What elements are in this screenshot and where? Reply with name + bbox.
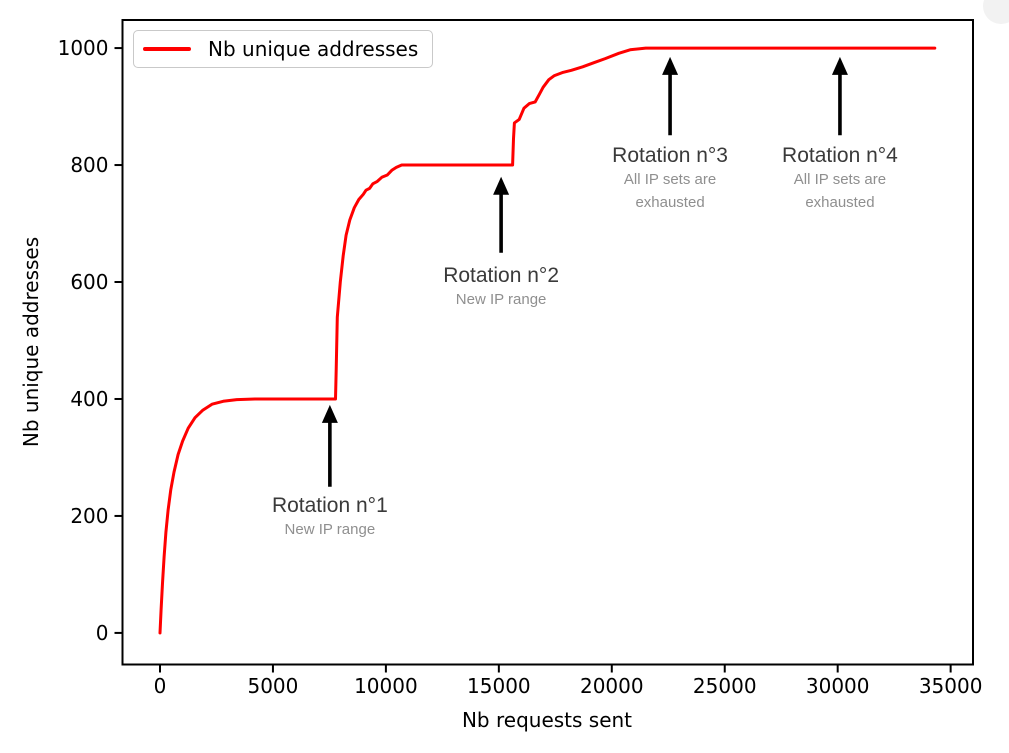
x-tick-label: 15000 [467, 674, 531, 698]
x-tick-label: 5000 [247, 674, 298, 698]
legend: Nb unique addresses [133, 30, 434, 68]
x-tick-label: 30000 [806, 674, 870, 698]
x-tick-label: 0 [154, 674, 167, 698]
annotation: Rotation n°4 All IP sets are exhausted [782, 143, 898, 214]
axis-ticks: 0 5000 10000 15000 20000 25000 30000 35000 0 200 4… [58, 36, 983, 698]
annotation-label: Rotation n°2 [443, 264, 559, 288]
plot-frame [121, 19, 974, 666]
y-tick-label: 1000 [58, 36, 109, 60]
y-tick-label: 400 [70, 387, 108, 411]
annotation-arrow-head [662, 56, 679, 75]
annotation-sublabel-line: New IP range [284, 520, 376, 538]
annotation-sublabel-line: New IP range [455, 291, 547, 309]
x-tick-label: 25000 [693, 674, 757, 698]
annotation-label: Rotation n°1 [271, 493, 388, 517]
annotation-label: Rotation n°3 [612, 144, 728, 168]
y-tick-label: 600 [70, 270, 108, 294]
annotation-sublabel-line: All IP sets are [793, 171, 887, 189]
annotation: Rotation n°1 New IP range [272, 493, 388, 541]
y-tick-label: 200 [70, 504, 108, 528]
x-tick-label: 20000 [580, 674, 644, 698]
y-axis-title: Nb unique addresses [19, 237, 43, 447]
series-line [158, 46, 937, 635]
data-series [158, 46, 937, 635]
x-tick-label: 35000 [919, 674, 983, 698]
annotation: Rotation n°2 New IP range [443, 263, 559, 311]
annotation-sublabel-line: exhausted [805, 194, 875, 212]
legend-label: Nb unique addresses [208, 37, 419, 61]
annotation-arrow-head [831, 56, 848, 75]
annotation-arrows [321, 56, 848, 487]
x-tick-label: 10000 [354, 674, 418, 698]
annotation-sublabel-line: All IP sets are [623, 171, 717, 189]
annotation-arrow-head [321, 404, 338, 423]
y-tick-label: 800 [70, 153, 108, 177]
legend-line-sample [143, 47, 191, 51]
annotation-arrow-head [493, 176, 510, 195]
y-tick-label: 0 [96, 621, 109, 645]
annotation-label: Rotation n°4 [782, 144, 898, 168]
x-axis-title: Nb requests sent [462, 708, 632, 732]
annotation-sublabel-line: exhausted [635, 194, 705, 212]
annotation: Rotation n°3 All IP sets are exhausted [612, 143, 728, 214]
